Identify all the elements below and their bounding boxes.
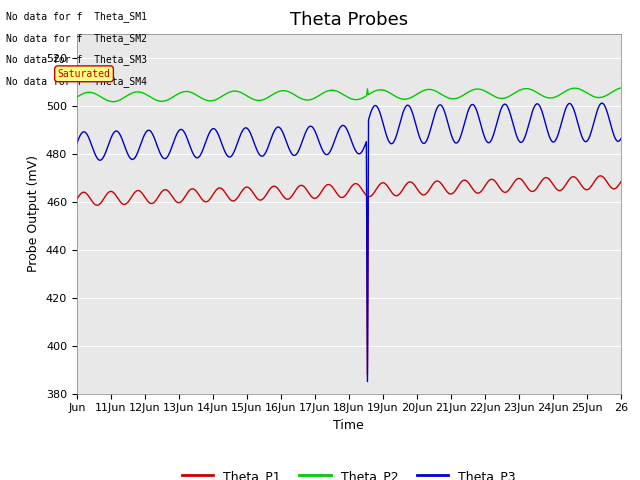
Text: Saturated: Saturated (58, 69, 111, 79)
Y-axis label: Probe Output (mV): Probe Output (mV) (28, 155, 40, 272)
Text: No data for f  Theta_SM3: No data for f Theta_SM3 (6, 54, 147, 65)
X-axis label: Time: Time (333, 419, 364, 432)
Title: Theta Probes: Theta Probes (290, 11, 408, 29)
Text: No data for f  Theta_SM2: No data for f Theta_SM2 (6, 33, 147, 44)
Text: No data for f  Theta_SM1: No data for f Theta_SM1 (6, 11, 147, 22)
Text: No data for f  Theta_SM4: No data for f Theta_SM4 (6, 76, 147, 87)
Legend: Theta_P1, Theta_P2, Theta_P3: Theta_P1, Theta_P2, Theta_P3 (177, 465, 521, 480)
